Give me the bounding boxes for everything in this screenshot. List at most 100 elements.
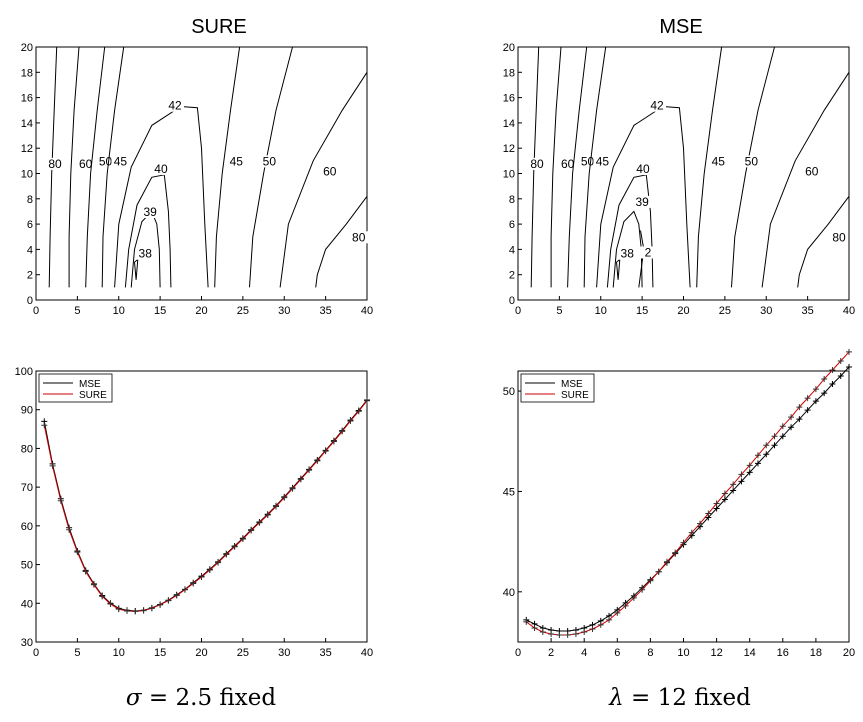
data-point-sure xyxy=(107,601,114,608)
x-tick-label: 30 xyxy=(278,647,290,659)
contour-label-bg xyxy=(151,162,170,175)
caption-left-symbol: σ xyxy=(126,685,143,711)
data-point-sure xyxy=(630,594,637,601)
y-tick-label: 60 xyxy=(21,521,33,533)
caption-right-symbol: λ xyxy=(608,685,624,711)
contour-label-bg xyxy=(633,195,652,208)
data-point-sure xyxy=(680,539,687,546)
data-point-sure xyxy=(90,581,97,588)
data-point-sure xyxy=(829,366,836,373)
data-point-sure xyxy=(297,476,304,483)
data-point-sure xyxy=(339,428,346,435)
data-point-sure xyxy=(239,536,246,543)
x-tick-label: 5 xyxy=(556,305,562,317)
contour-label-bg xyxy=(593,155,612,168)
data-point-sure xyxy=(148,605,155,612)
data-point-sure xyxy=(572,630,579,637)
data-point-mse xyxy=(779,433,786,440)
y-tick-label: 50 xyxy=(21,560,33,572)
data-point-sure xyxy=(688,529,695,536)
x-tick-label: 0 xyxy=(515,305,521,317)
x-tick-label: 25 xyxy=(237,305,249,317)
data-point-sure xyxy=(124,608,131,615)
data-point-mse xyxy=(730,487,737,494)
y-tick-label: 40 xyxy=(503,587,515,599)
data-point-sure xyxy=(837,357,844,364)
data-point-sure xyxy=(248,527,255,534)
series-line-mse xyxy=(43,399,368,612)
data-point-mse xyxy=(721,496,728,503)
data-point-sure xyxy=(788,414,795,421)
contour-label-bg xyxy=(141,205,160,218)
data-point-sure xyxy=(231,543,238,550)
y-tick-label: 0 xyxy=(27,295,33,307)
legend-label-mse: MSE xyxy=(561,379,583,390)
contour-label-bg xyxy=(111,155,130,168)
data-point-mse xyxy=(738,478,745,485)
data-point-mse xyxy=(821,390,828,397)
data-point-sure xyxy=(846,348,852,355)
contour-label-80: 80 xyxy=(832,230,846,244)
y-tick-label: 10 xyxy=(503,169,515,181)
y-tick-label: 10 xyxy=(21,169,33,181)
data-point-sure xyxy=(531,624,538,631)
x-tick-label: 40 xyxy=(361,305,373,317)
contour-label-45: 45 xyxy=(114,154,128,168)
contour-line-38 xyxy=(134,258,139,280)
data-point-sure xyxy=(223,551,230,558)
y-tick-label: 4 xyxy=(27,244,33,256)
y-tick-label: 6 xyxy=(27,219,33,231)
contour-label-bg xyxy=(638,246,657,259)
contour-line-50 xyxy=(731,46,775,288)
data-point-sure xyxy=(539,628,546,635)
x-tick-label: 20 xyxy=(677,305,689,317)
data-point-mse xyxy=(754,460,761,467)
data-point-sure xyxy=(730,481,737,488)
data-point-sure xyxy=(181,586,188,593)
x-tick-label: 30 xyxy=(278,305,290,317)
y-tick-label: 2 xyxy=(509,270,515,282)
data-point-sure xyxy=(713,500,720,507)
data-point-sure xyxy=(746,462,753,469)
x-tick-label: 20 xyxy=(195,305,207,317)
data-point-sure xyxy=(523,618,530,625)
caption-right: λ = 12 fixed xyxy=(608,685,751,711)
contour-label-50: 50 xyxy=(745,154,759,168)
data-point-sure xyxy=(639,586,646,593)
contour-line-50 xyxy=(85,46,106,288)
data-point-sure xyxy=(74,549,81,556)
x-tick-label: 25 xyxy=(237,647,249,659)
plot-frame xyxy=(35,370,368,643)
data-point-sure xyxy=(57,497,64,504)
y-tick-label: 14 xyxy=(503,118,515,130)
x-tick-label: 0 xyxy=(515,647,521,659)
y-tick-label: 18 xyxy=(21,67,33,79)
contour-label-42: 42 xyxy=(168,99,182,113)
x-tick-label: 4 xyxy=(581,647,587,659)
contour-label-2: 2 xyxy=(645,245,652,259)
x-tick-label: 10 xyxy=(113,647,125,659)
x-tick-label: 5 xyxy=(74,305,80,317)
contour-label-bg xyxy=(558,157,577,170)
legend-label-mse: MSE xyxy=(79,379,101,390)
contour-label-80: 80 xyxy=(530,157,544,171)
data-point-sure xyxy=(82,568,89,575)
contour-label-42: 42 xyxy=(650,99,664,113)
plot-frame xyxy=(517,370,850,643)
data-point-sure xyxy=(264,512,271,519)
contour-label-bg xyxy=(76,157,95,170)
contour-line-60 xyxy=(68,46,80,288)
contour-label-50: 50 xyxy=(263,154,277,168)
y-tick-label: 45 xyxy=(503,486,515,498)
data-point-sure xyxy=(779,423,786,430)
x-tick-label: 18 xyxy=(810,647,822,659)
x-tick-label: 5 xyxy=(74,647,80,659)
contour-label-bg xyxy=(46,157,65,170)
contour-label-bg xyxy=(633,162,652,175)
series-line-sure xyxy=(43,400,368,612)
data-point-sure xyxy=(589,625,596,632)
data-point-sure xyxy=(821,376,828,383)
data-point-sure xyxy=(754,452,761,459)
